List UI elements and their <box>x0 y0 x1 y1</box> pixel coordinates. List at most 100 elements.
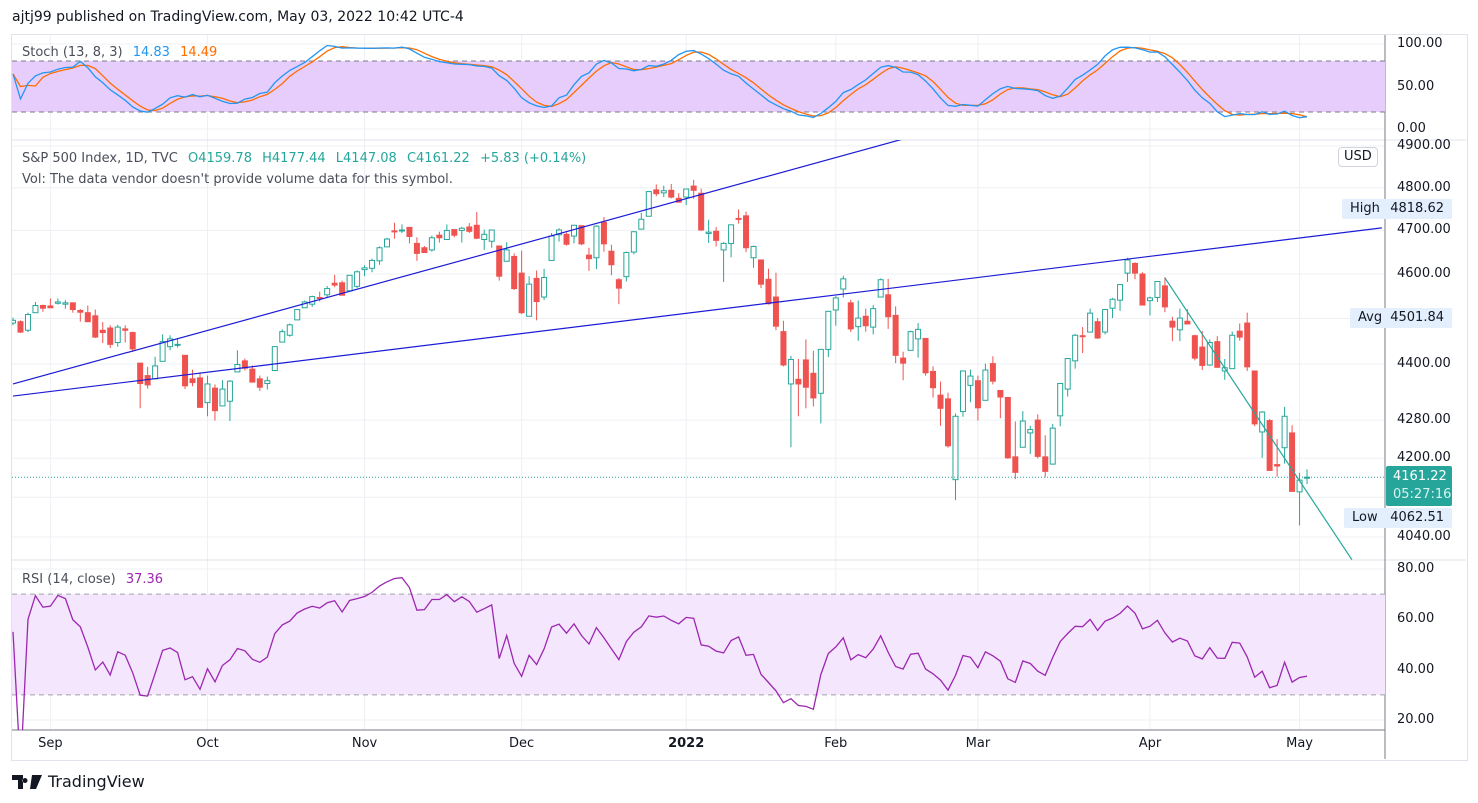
candle-body <box>204 383 211 404</box>
candle <box>331 274 338 288</box>
candle <box>1229 331 1236 370</box>
candle <box>683 188 690 206</box>
candle <box>900 351 907 381</box>
symbol-legend[interactable]: S&P 500 Index, 1D, TVC O4159.78 H4177.44… <box>22 151 592 166</box>
candle <box>922 337 929 376</box>
candle-body <box>750 245 757 259</box>
candle <box>1124 257 1131 282</box>
candle <box>369 258 376 273</box>
candle-body <box>219 388 226 407</box>
candle <box>384 237 390 248</box>
candle <box>24 312 31 333</box>
currency-button[interactable]: USD <box>1338 147 1378 167</box>
avg-tag: Avg 4501.84 <box>1350 308 1452 328</box>
candle <box>1139 272 1146 306</box>
candle <box>443 224 450 241</box>
candle-body <box>877 279 884 298</box>
candle-body <box>585 254 592 260</box>
candle-body <box>174 343 181 346</box>
candle <box>376 246 383 265</box>
candle <box>1079 327 1086 354</box>
candle-body <box>653 189 660 195</box>
candle-body <box>264 380 271 384</box>
candle <box>1019 411 1026 448</box>
candle-body <box>855 317 862 328</box>
candle <box>728 224 735 258</box>
candle <box>1087 308 1094 333</box>
candle-body <box>1236 330 1243 338</box>
candle-body <box>1049 427 1056 465</box>
candle <box>1094 318 1101 339</box>
candle-body <box>728 224 735 244</box>
candle-body <box>428 237 435 251</box>
candle <box>705 219 712 243</box>
candle <box>615 277 622 305</box>
candle <box>735 209 742 224</box>
stoch-d-value: 14.49 <box>180 45 218 60</box>
candle-body <box>825 310 832 350</box>
candle <box>346 274 353 292</box>
candle <box>743 211 750 253</box>
candle-body <box>69 302 76 311</box>
tradingview-logo[interactable]: TradingView <box>12 772 145 791</box>
candle-body <box>608 250 615 266</box>
candle <box>832 296 839 326</box>
candle-body <box>1124 259 1131 274</box>
candle <box>810 350 817 407</box>
candle-body <box>548 235 555 261</box>
candle <box>77 309 84 322</box>
candle-body <box>937 394 944 409</box>
last-price-tag: 4161.22 05:27:16 <box>1386 466 1452 506</box>
candle-body <box>286 324 293 336</box>
candle-body <box>1184 320 1191 325</box>
candle <box>84 305 91 323</box>
tradingview-logo-icon <box>12 774 42 789</box>
candle <box>1244 312 1251 371</box>
candle-body <box>698 192 705 231</box>
candle-body <box>780 331 787 366</box>
candle <box>772 272 779 331</box>
price-axis-tick: 4800.00 <box>1397 179 1451 195</box>
candle <box>989 356 996 385</box>
candle-body <box>668 189 675 198</box>
candle <box>974 375 981 421</box>
candle <box>1034 414 1041 459</box>
candle <box>1154 281 1161 302</box>
candle <box>249 365 256 383</box>
candle <box>593 225 600 270</box>
candle-body <box>24 313 31 331</box>
candle <box>428 235 435 252</box>
candle <box>533 270 540 321</box>
candle <box>32 301 39 314</box>
candle-body <box>1102 309 1109 333</box>
candle-body <box>690 185 697 191</box>
candle-body <box>496 245 503 277</box>
candle <box>847 299 854 333</box>
ohlc-low: L4147.08 <box>335 151 397 166</box>
candle-body <box>683 188 690 198</box>
candle-body <box>705 231 712 234</box>
time-axis-label: Sep <box>38 736 63 751</box>
candle <box>99 322 106 343</box>
candle-body <box>346 274 353 292</box>
candle-body <box>758 259 764 285</box>
stoch-legend[interactable]: Stoch (13, 8, 3) 14.83 14.49 <box>22 45 223 60</box>
candle <box>189 369 196 387</box>
candle <box>481 229 488 250</box>
price-axis-tick: 4200.00 <box>1397 450 1451 466</box>
candle-body <box>1146 297 1153 302</box>
candle-body <box>1057 382 1064 417</box>
candle <box>1049 423 1056 465</box>
candle-body <box>458 227 465 231</box>
candle <box>436 231 443 243</box>
candle <box>780 320 787 367</box>
stoch-band <box>12 61 1385 112</box>
candle <box>62 300 69 309</box>
candle <box>698 188 705 231</box>
candle-body <box>84 312 91 323</box>
ohlc-change: +5.83 (+0.14%) <box>479 151 587 166</box>
candle-body <box>391 230 398 233</box>
candle-body <box>99 329 106 334</box>
rsi-legend[interactable]: RSI (14, close) 37.36 <box>22 572 169 587</box>
